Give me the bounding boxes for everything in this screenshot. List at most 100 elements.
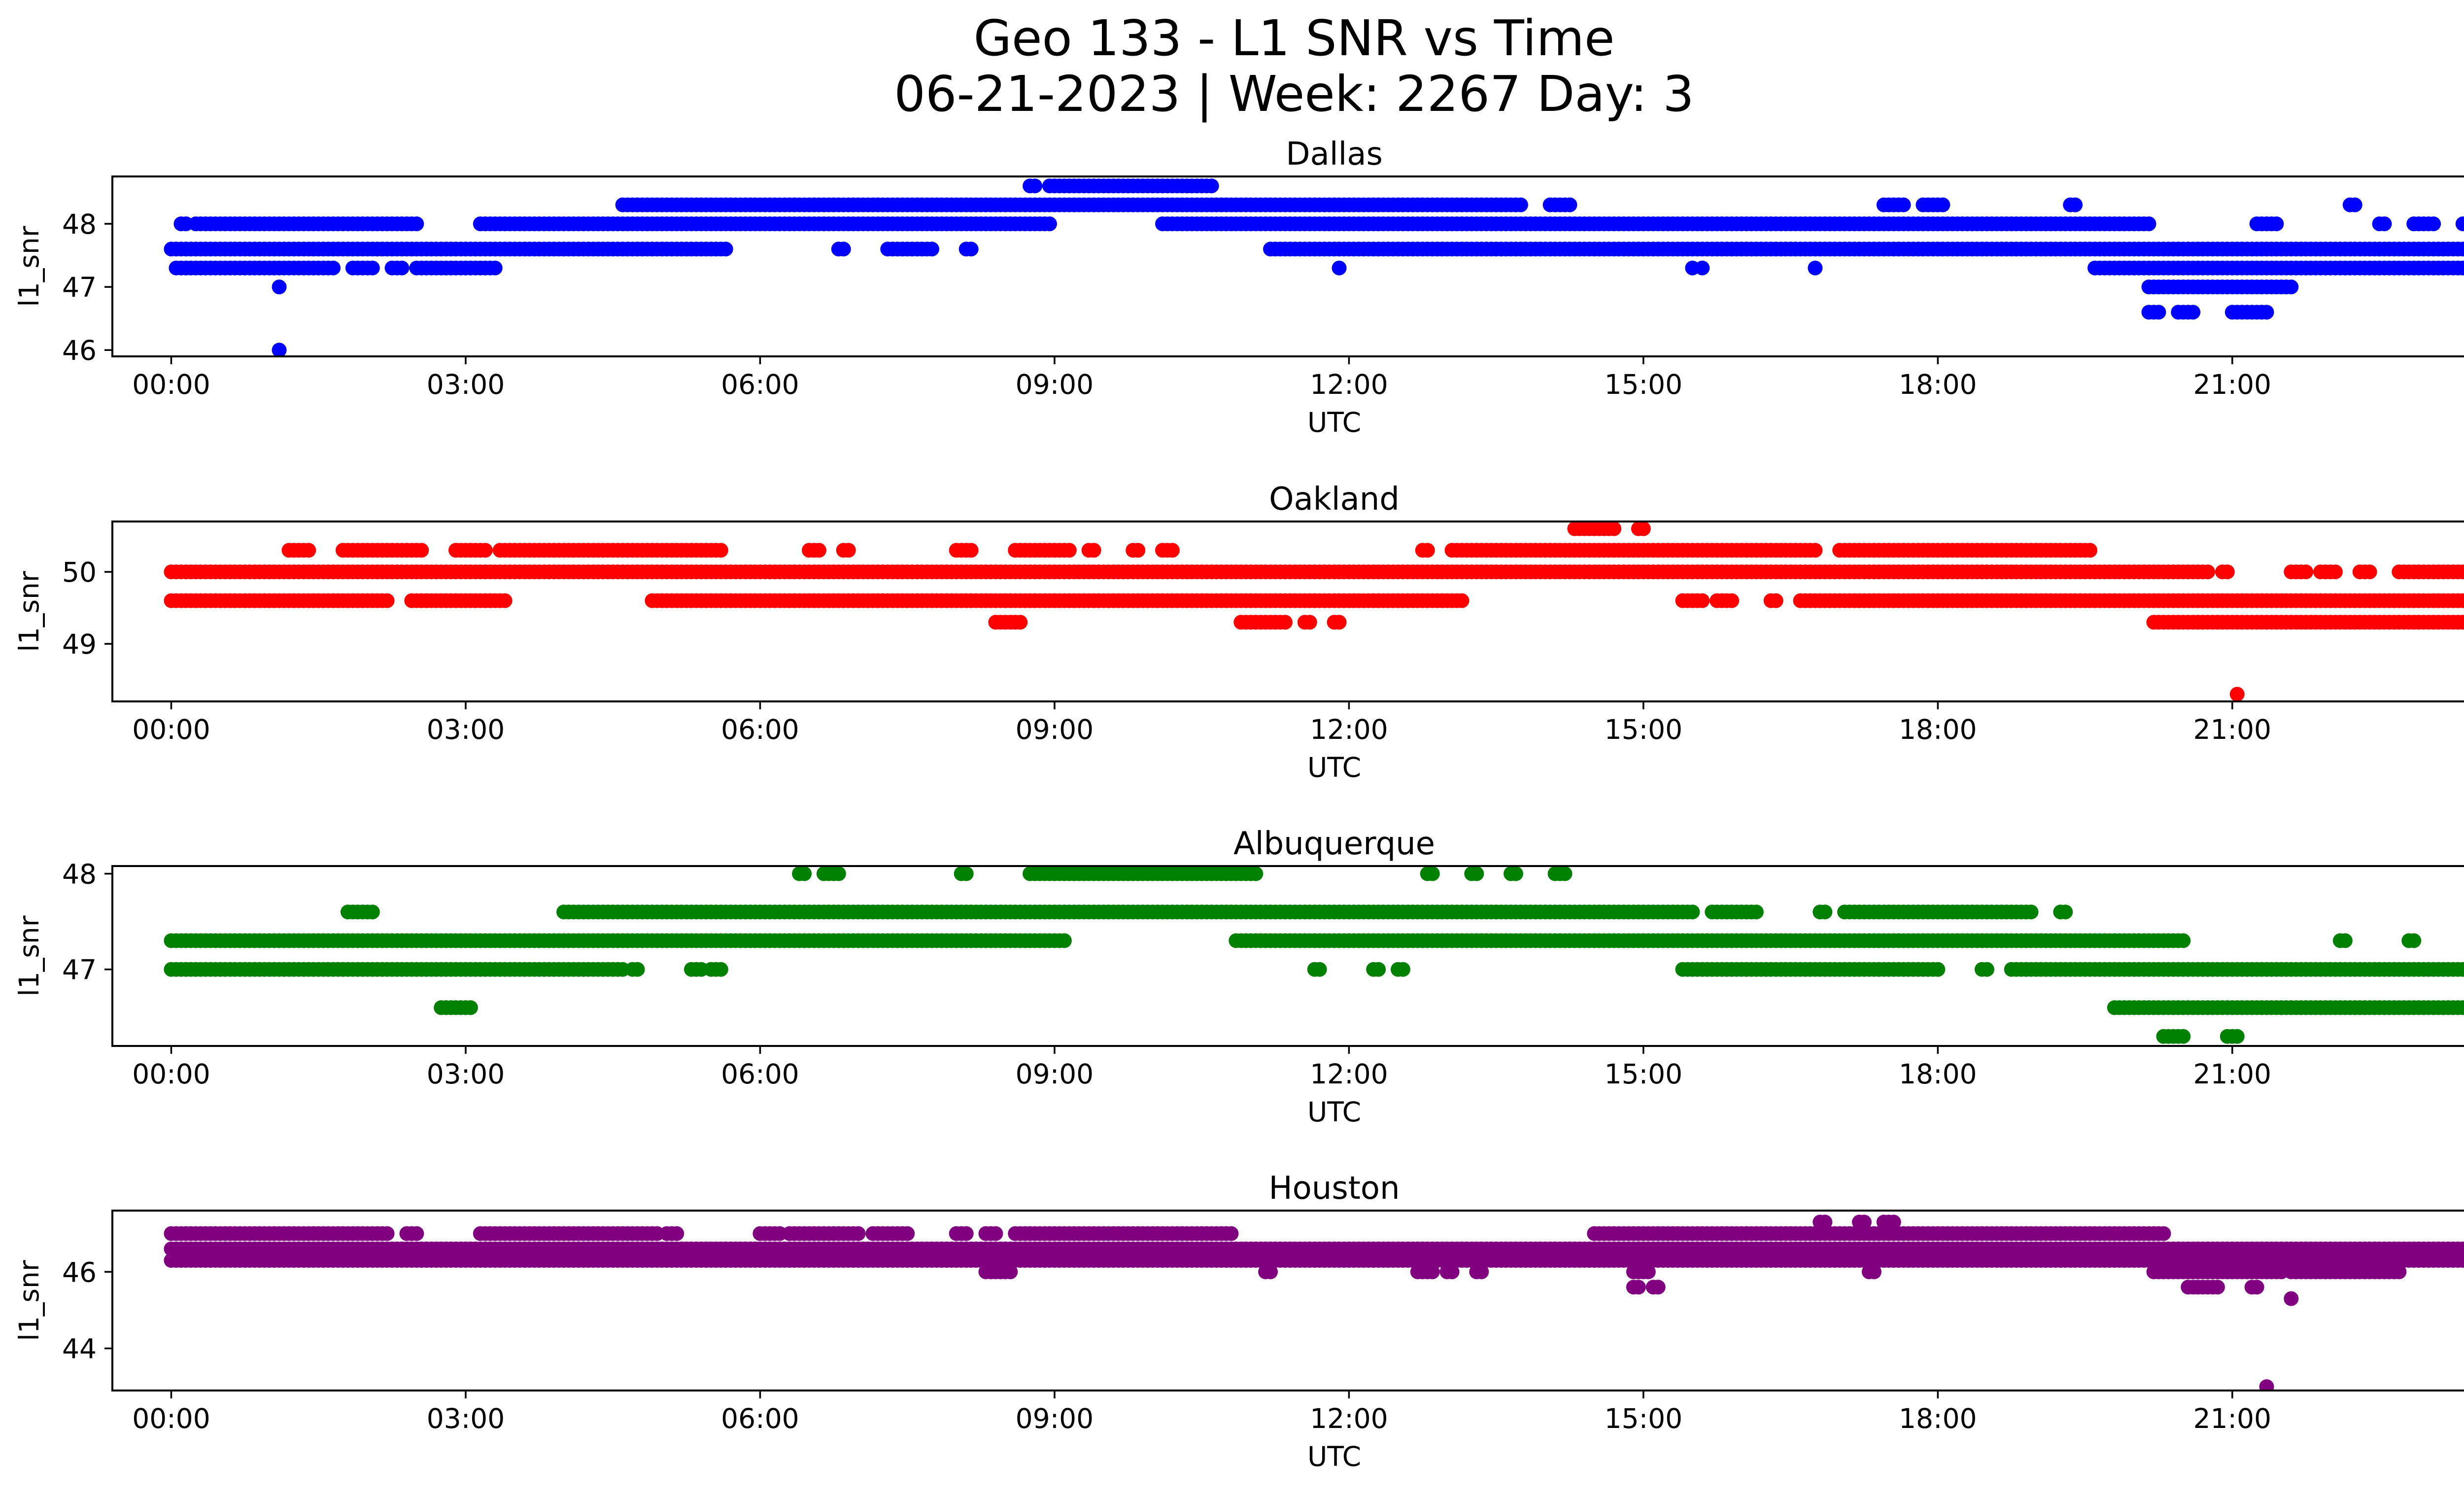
scatter-series [164,522,2464,701]
data-point [2141,216,2156,232]
data-point [2426,216,2441,232]
data-point [365,260,380,276]
data-point [2229,687,2245,701]
data-point [2298,564,2314,580]
data-point [478,543,493,558]
data-point [463,1000,478,1015]
data-point [2460,243,2464,256]
data-point [1277,615,1293,630]
data-point [2068,197,2083,212]
x-tick-label: 06:00 [721,369,799,400]
data-point [414,543,429,558]
y-tick-label: 48 [62,859,97,890]
axes-frame [111,175,2464,357]
data-point [1130,543,1146,558]
data-point [1224,1226,1239,1241]
data-point [988,1226,1003,1241]
x-tick-label: 09:00 [1016,369,1094,400]
x-tick-label: 21:00 [2193,1058,2272,1090]
data-point [1469,866,1484,881]
axes-frame [111,521,2464,702]
data-point [1607,522,1622,536]
data-point [1724,593,1740,608]
data-point [1631,1280,1646,1295]
data-point [1003,1264,1018,1280]
data-point [2460,594,2464,607]
data-point [2058,904,2073,920]
data-point [1395,962,1410,977]
data-point [1808,543,1823,558]
data-point [1420,543,1435,558]
data-point [1817,904,1833,920]
scatter-series [164,866,2464,1044]
y-tick-label: 50 [62,556,97,588]
data-point [1312,962,1327,977]
data-point [1425,866,1440,881]
data-point [836,242,851,257]
data-point [1061,543,1077,558]
x-tick-label: 18:00 [1899,1403,1977,1434]
data-point [2259,1379,2274,1391]
data-point [2083,543,2097,558]
data-point [1474,1264,1489,1280]
data-point [1650,1280,1666,1295]
x-tick-label: 21:00 [2193,1403,2272,1434]
data-point [2269,216,2284,232]
data-point [1332,615,1347,630]
y-tick-label: 46 [62,335,97,366]
data-point [487,260,503,276]
data-point [1695,593,1710,608]
data-point [1454,593,1470,608]
data-point [958,1226,974,1241]
data-point [1332,260,1347,276]
data-point [2362,564,2377,580]
data-point [900,1226,915,1241]
data-point [1013,615,1028,630]
data-point [1979,962,1994,977]
x-tick-label: 12:00 [1310,1403,1388,1434]
x-tick-label: 03:00 [427,714,505,745]
data-point [963,543,979,558]
data-point [1817,1215,1833,1230]
data-point [831,866,846,881]
y-axis-label: l1_snr [13,226,45,307]
data-point [713,962,728,977]
data-point [1685,904,1700,920]
x-tick-label: 15:00 [1605,1058,1683,1090]
x-tick-label: 15:00 [1605,369,1683,400]
x-tick-label: 09:00 [1016,714,1094,745]
x-axis-label: UTC [1307,752,1361,783]
data-point [2377,216,2392,232]
data-point [497,593,513,608]
x-tick-label: 06:00 [721,714,799,745]
data-point [1695,260,1710,276]
x-axis-label: UTC [1307,407,1361,438]
x-tick-label: 15:00 [1605,1403,1683,1434]
x-tick-label: 15:00 [1605,714,1683,745]
data-point [1086,543,1101,558]
data-point [2176,1029,2191,1044]
data-point [2460,1001,2464,1014]
data-point [1641,1264,1656,1280]
data-point [272,343,287,356]
y-axis-label: l1_snr [13,571,45,652]
data-point [1513,197,1528,212]
figure-title-line2: 06-21-2023 | Week: 2267 Day: 3 [894,65,1694,123]
data-point [2460,616,2464,629]
data-point [1042,216,1057,232]
data-point [2200,564,2215,580]
data-point [2406,933,2422,948]
data-point [713,543,728,558]
y-tick-label: 49 [62,628,97,660]
subplot-title: Albuquerque [1233,826,1435,862]
data-point [1886,1215,1901,1230]
data-point [1425,1264,1440,1280]
x-tick-label: 09:00 [1016,1403,1094,1434]
data-point [1444,1264,1460,1280]
y-tick-label: 47 [62,954,97,986]
x-axis-label: UTC [1307,1441,1361,1472]
data-point [1027,178,1043,194]
